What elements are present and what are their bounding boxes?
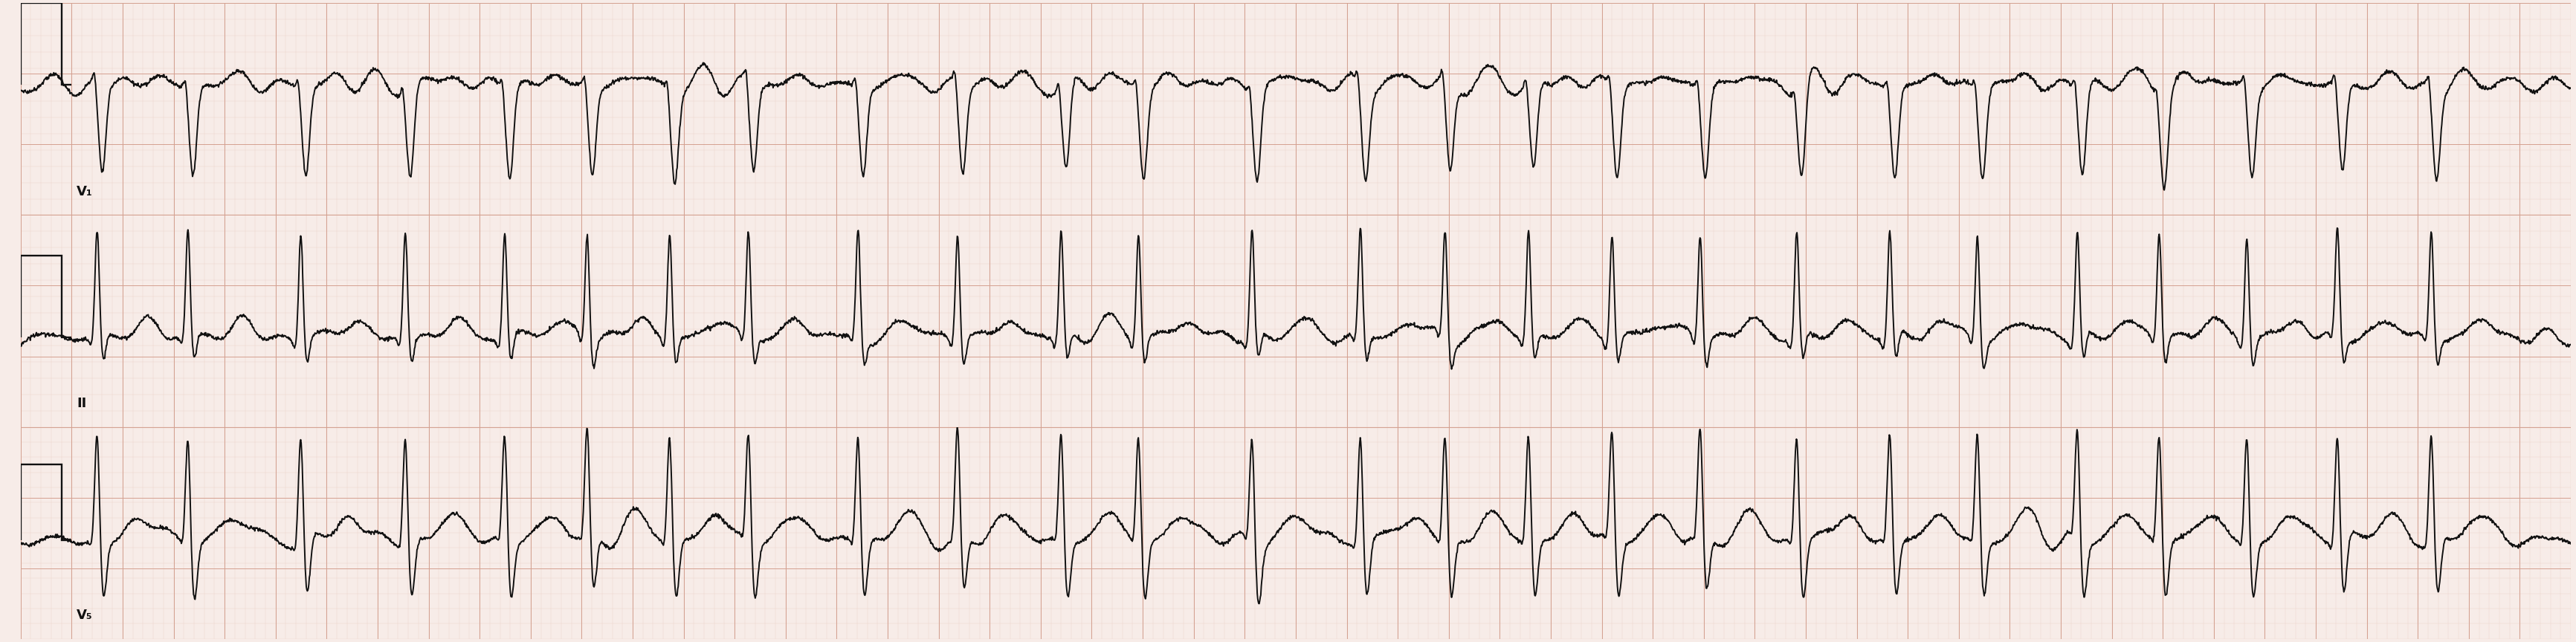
Text: II: II [77, 397, 88, 410]
Text: V₁: V₁ [77, 185, 93, 198]
Text: V₅: V₅ [77, 609, 93, 622]
